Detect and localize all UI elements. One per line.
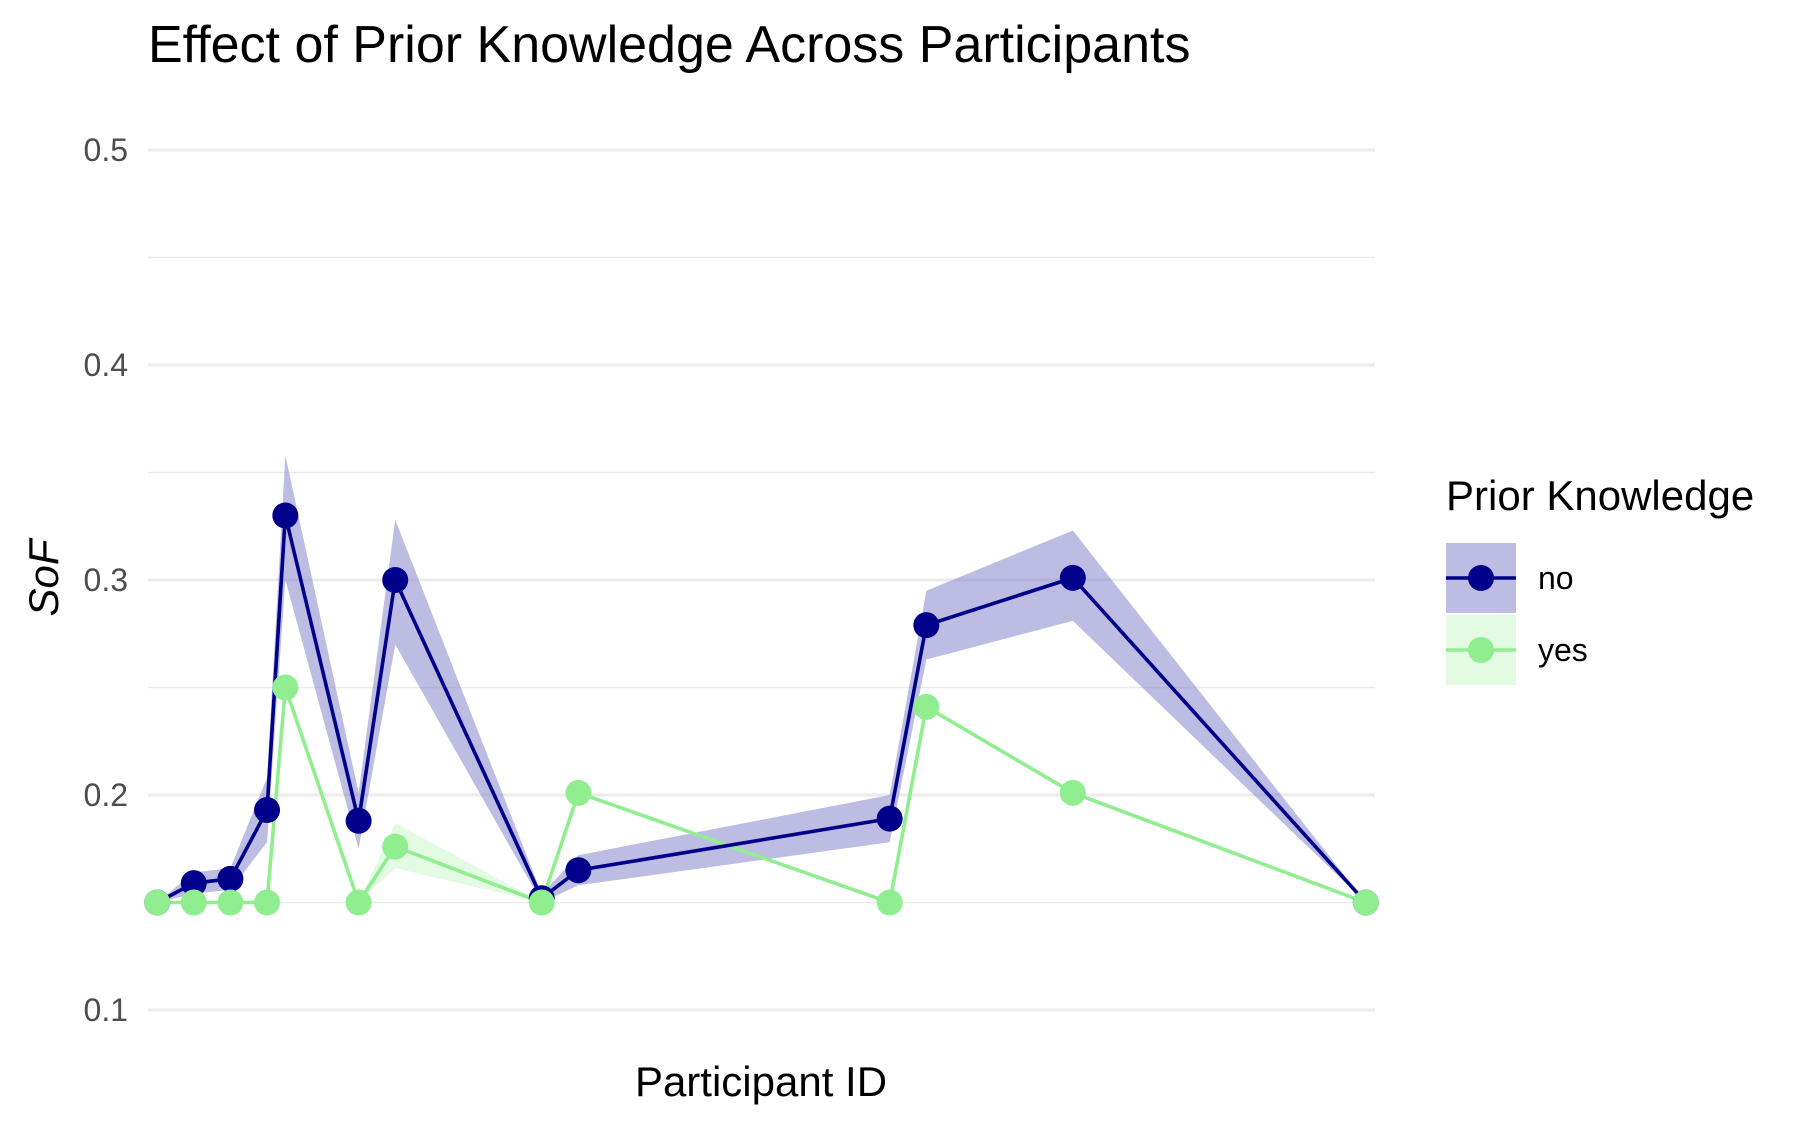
point-no	[876, 805, 903, 832]
point-yes	[272, 674, 299, 701]
point-no	[254, 797, 281, 824]
legend-item-no: no	[1446, 543, 1574, 613]
y-tick-labels: 0.1 0.2 0.3 0.4 0.5	[84, 132, 128, 1028]
y-tick-label: 0.1	[84, 992, 128, 1028]
confidence-band-no	[157, 455, 1366, 903]
confidence-bands	[157, 455, 1366, 903]
point-yes	[144, 889, 171, 916]
legend-key-point	[1468, 637, 1494, 663]
point-no	[382, 567, 409, 593]
y-tick-label: 0.5	[84, 132, 128, 168]
series-points	[144, 502, 1379, 916]
legend-title: Prior Knowledge	[1446, 472, 1754, 519]
point-yes	[876, 889, 903, 916]
y-tick-label: 0.3	[84, 562, 128, 598]
point-yes	[345, 889, 372, 916]
point-no	[217, 865, 244, 892]
point-yes	[217, 889, 244, 916]
y-tick-label: 0.2	[84, 777, 128, 813]
point-yes	[528, 889, 555, 916]
legend-label: no	[1538, 560, 1574, 596]
point-no	[565, 857, 592, 884]
legend: Prior Knowledge no yes	[1446, 472, 1754, 685]
point-no	[1059, 564, 1086, 591]
point-yes	[382, 833, 409, 860]
point-yes	[565, 779, 592, 806]
chart-title: Effect of Prior Knowledge Across Partici…	[148, 16, 1190, 74]
x-axis-title: Participant ID	[635, 1058, 887, 1105]
point-no	[180, 870, 207, 897]
point-yes	[1059, 779, 1086, 806]
legend-item-yes: yes	[1446, 615, 1588, 685]
point-yes	[1352, 889, 1379, 916]
grid	[148, 148, 1375, 1012]
point-no	[272, 502, 299, 529]
legend-label: yes	[1538, 632, 1588, 668]
legend-key-point	[1468, 565, 1494, 591]
point-yes	[913, 693, 940, 720]
point-no	[913, 612, 940, 639]
y-axis-title: SoF	[20, 537, 67, 616]
y-tick-label: 0.4	[84, 347, 128, 383]
point-yes	[180, 889, 207, 916]
point-yes	[254, 889, 281, 916]
point-no	[345, 807, 372, 834]
